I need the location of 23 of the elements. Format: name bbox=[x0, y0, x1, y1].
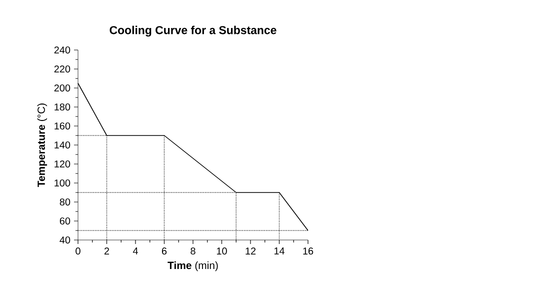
y-tick-label: 180 bbox=[54, 103, 70, 111]
y-tick-label: 200 bbox=[54, 84, 70, 92]
x-tick-label: 16 bbox=[303, 248, 314, 255]
x-tick-label: 0 bbox=[76, 248, 80, 255]
x-tick-label: 12 bbox=[246, 248, 256, 254]
x-tick-label: 10 bbox=[216, 248, 227, 255]
x-tick-label: 2 bbox=[104, 248, 110, 254]
x-axis-title: Time (min) bbox=[168, 261, 218, 272]
y-axis-title: Temperature (°C) bbox=[37, 104, 48, 187]
y-tick-label: 60 bbox=[60, 217, 70, 225]
x-tick-label: 4 bbox=[132, 248, 138, 254]
y-tick-label: 240 bbox=[54, 46, 70, 54]
y-tick-label: 140 bbox=[54, 141, 70, 149]
y-tick-label: 80 bbox=[60, 198, 70, 206]
y-tick-label: 120 bbox=[54, 160, 70, 168]
y-tick-label: 160 bbox=[54, 122, 70, 130]
y-tick-label: 100 bbox=[54, 179, 70, 187]
chart-title: Cooling Curve for a Substance bbox=[110, 26, 276, 37]
y-tick-label: 40 bbox=[60, 236, 70, 244]
y-tick-label: 220 bbox=[54, 65, 70, 73]
x-tick-label: 8 bbox=[190, 248, 196, 255]
x-tick-label: 6 bbox=[162, 248, 167, 255]
x-tick-label: 14 bbox=[274, 248, 284, 254]
